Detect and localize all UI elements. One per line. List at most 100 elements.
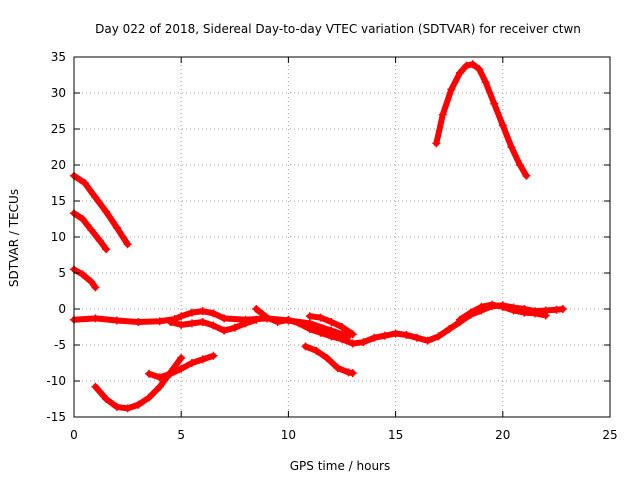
series-band-near-zero-4	[305, 312, 357, 339]
data-point	[327, 317, 336, 326]
data-point	[520, 308, 529, 317]
data-point	[166, 317, 175, 326]
data-point	[498, 302, 507, 311]
data-point	[209, 351, 218, 360]
y-tick-label: 30	[51, 86, 66, 100]
data-point	[509, 306, 518, 315]
data-point	[134, 317, 143, 326]
data-point	[316, 328, 325, 337]
series-band-mid-afternoon-2	[455, 300, 550, 324]
series-band-near-zero-3	[252, 305, 357, 348]
data-point	[262, 313, 271, 322]
series-arc-dip	[301, 342, 357, 378]
data-point	[445, 325, 454, 334]
y-tick-label: 10	[51, 230, 66, 244]
data-point	[209, 321, 218, 330]
data-point	[145, 369, 154, 378]
data-point	[370, 333, 379, 342]
y-tick-label: 5	[58, 266, 66, 280]
x-tick-label: 5	[177, 428, 185, 442]
x-axis-label: GPS time / hours	[290, 459, 391, 473]
data-point	[198, 307, 207, 316]
data-point	[541, 311, 550, 320]
data-point	[80, 179, 89, 187]
data-point	[558, 305, 567, 313]
data-point	[252, 305, 261, 313]
data-point	[187, 359, 196, 367]
data-point	[91, 382, 100, 391]
data-point	[209, 309, 218, 318]
data-point	[230, 323, 239, 332]
data-point	[380, 331, 389, 340]
data-point	[198, 317, 207, 326]
data-point	[78, 270, 87, 279]
data-point	[432, 139, 441, 148]
y-tick-label: -10	[46, 374, 66, 388]
data-point	[455, 315, 464, 324]
data-point	[241, 319, 250, 328]
data-point	[220, 314, 229, 323]
series-arc-peak	[432, 60, 531, 180]
y-tick-label: 35	[51, 50, 66, 64]
data-point	[455, 68, 464, 77]
data-point	[312, 346, 321, 355]
data-point	[348, 330, 357, 339]
data-point	[155, 317, 164, 326]
data-point	[295, 319, 304, 328]
data-point	[488, 300, 497, 309]
series-line	[253, 306, 356, 347]
data-point	[102, 207, 111, 216]
y-tick-label: -5	[54, 338, 66, 352]
data-point	[134, 400, 143, 409]
chart-title: Day 022 of 2018, Sidereal Day-to-day VTE…	[95, 22, 581, 36]
data-point	[515, 161, 524, 169]
data-point	[112, 316, 121, 325]
x-tick-label: 10	[281, 428, 296, 442]
data-point	[187, 308, 196, 317]
data-point	[348, 369, 357, 378]
data-point	[333, 364, 342, 373]
data-point	[87, 277, 96, 286]
data-point	[95, 236, 104, 245]
data-point	[301, 342, 310, 351]
data-point	[447, 85, 456, 94]
y-tick-label: 25	[51, 122, 66, 136]
data-point	[87, 225, 96, 234]
data-point	[305, 325, 314, 334]
data-point	[112, 402, 121, 411]
data-point	[475, 65, 484, 74]
data-point	[305, 312, 314, 321]
x-tick-label: 25	[602, 428, 617, 442]
data-point	[322, 353, 331, 362]
data-point	[359, 338, 368, 347]
series-line	[71, 266, 99, 291]
y-tick-label: 15	[51, 194, 66, 208]
x-tick-label: 15	[388, 428, 403, 442]
y-axis-label: SDTVAR / TECUs	[7, 189, 21, 287]
series-band-near-zero-2	[166, 315, 261, 335]
data-point	[177, 320, 186, 329]
y-tick-label: -15	[46, 410, 66, 424]
data-point	[316, 313, 325, 322]
y-tick-label: 0	[58, 302, 66, 316]
data-point	[155, 382, 164, 391]
data-point	[112, 223, 121, 232]
y-tick-label: 20	[51, 158, 66, 172]
data-point	[481, 78, 490, 87]
data-point	[348, 339, 357, 348]
data-point	[284, 315, 293, 324]
data-point	[102, 245, 111, 254]
data-point	[490, 99, 499, 108]
data-point	[273, 317, 282, 326]
data-point	[391, 329, 400, 338]
data-point	[145, 393, 154, 402]
data-point	[166, 369, 175, 378]
series-arc-low-2	[145, 351, 218, 382]
x-tick-label: 0	[70, 428, 78, 442]
data-point	[462, 61, 471, 70]
data-point	[123, 404, 132, 413]
data-point	[530, 309, 539, 318]
data-series-layer	[70, 60, 567, 413]
data-point	[91, 283, 100, 292]
data-point	[91, 314, 100, 323]
